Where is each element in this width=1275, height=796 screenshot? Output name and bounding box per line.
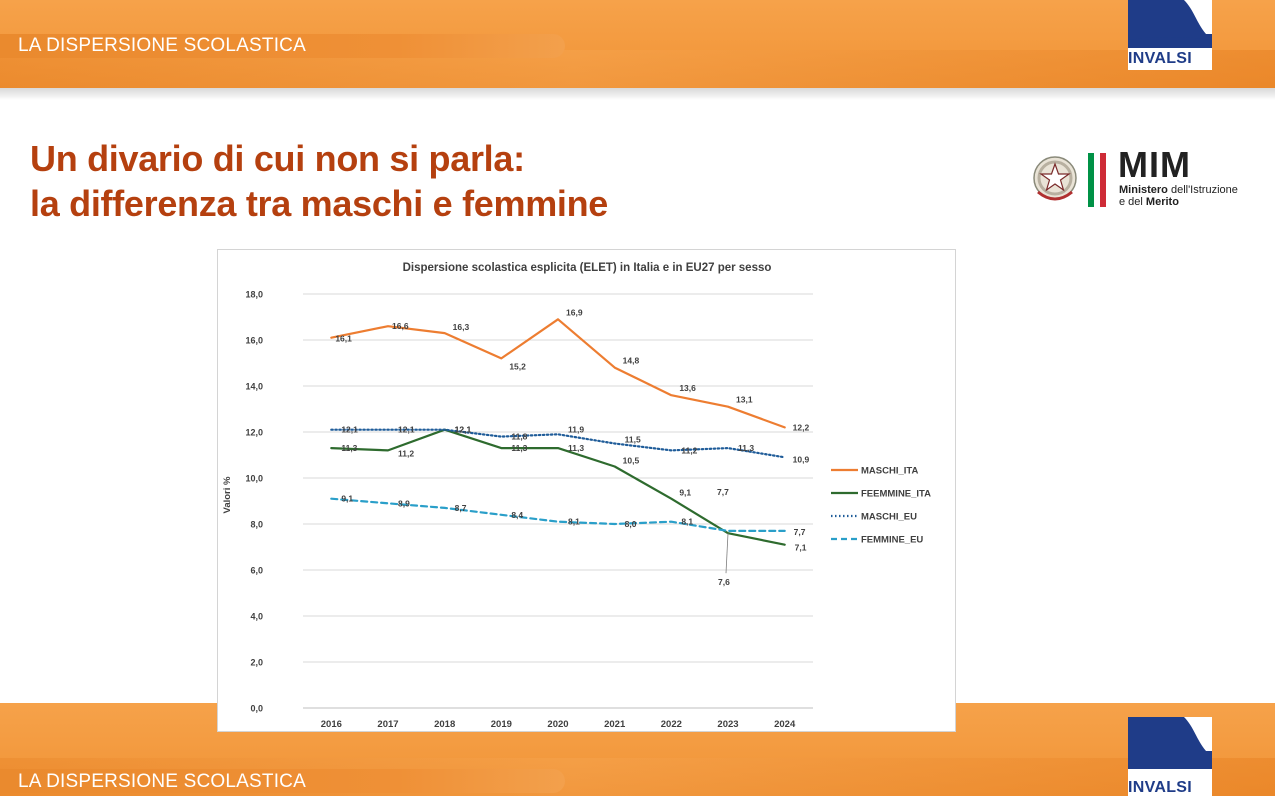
y-tick-label: 10,0 [245,474,263,484]
data-label: 7,1 [795,543,807,553]
y-axis-title: Valori % [222,476,233,514]
header-section-label: LA DISPERSIONE SCOLASTICA [18,35,306,56]
x-tick-label: 2020 [547,719,568,730]
chart-container: Dispersione scolastica esplicita (ELET) … [217,249,956,732]
data-label: 8,4 [511,510,523,520]
invalsi-sail-icon [1128,717,1212,769]
data-label: 11,8 [511,432,527,442]
y-tick-label: 12,0 [245,428,263,438]
data-label: 9,1 [679,488,691,498]
data-label: 11,3 [341,443,357,453]
ministry-logo: MIM Ministero dell'Istruzione e del Meri… [1030,144,1260,212]
x-tick-label: 2023 [717,719,738,730]
chart-title: Dispersione scolastica esplicita (ELET) … [403,262,772,274]
ministry-acronym: MIM [1118,144,1191,185]
data-label: 12,2 [793,422,810,432]
legend: MASCHI_ITA FEEMMINE_ITA MASCHI_EU FEMMINE_E… [831,466,931,546]
data-label: 11,2 [681,445,697,455]
y-tick-label: 4,0 [250,612,263,622]
y-tick-label: 18,0 [245,290,263,300]
legend-label: FEEMMINE_ITA [861,489,931,500]
data-label: 7,7 [794,527,806,537]
y-tick-label: 2,0 [250,658,263,668]
series-line-maschi-eu [330,428,786,459]
data-label: 7,6 [718,577,730,587]
invalsi-logo-footer: INVALSI [1124,713,1214,796]
ministry-name-line-1: Ministero dell'Istruzione [1119,184,1238,196]
series-line-femmine-eu [330,497,786,532]
footer-section-label: LA DISPERSIONE SCOLASTICA [18,771,306,792]
italian-republic-emblem-icon [1033,156,1077,201]
ministry-name-line-2: e del Merito [1119,196,1179,208]
data-label: 8,1 [568,517,580,527]
y-tick-label: 14,0 [245,382,263,392]
series-line-maschi-ita [330,318,786,429]
data-label: 10,9 [793,454,810,464]
slide-title-line-2: la differenza tra maschi e femmine [30,183,609,224]
data-label: 11,3 [511,443,527,453]
footer-label-pill [0,769,565,793]
y-tick-label: 16,0 [245,336,263,346]
label-leader-line [725,533,729,574]
y-tick-label: 0,0 [250,704,263,714]
data-label: 14,8 [623,356,640,366]
gridlines [303,293,813,709]
x-tick-label: 2021 [604,719,626,730]
data-label: 16,9 [566,307,583,317]
data-label: 8,9 [398,498,410,508]
x-tick-label: 2022 [661,719,682,730]
x-axis-ticks: 2016 2017 2018 2019 2020 2021 2022 2023 2024 [321,719,796,730]
y-tick-label: 8,0 [250,520,263,530]
data-label: 12,1 [341,425,358,435]
data-label: 13,6 [679,383,696,393]
x-tick-label: 2018 [434,719,455,730]
y-tick-label: 6,0 [250,566,263,576]
flag-white-stripe [1094,153,1100,207]
header-divider [0,88,1275,100]
data-label: 16,3 [453,322,470,332]
data-label: 13,1 [736,395,753,405]
invalsi-logo-text: INVALSI [1128,779,1193,796]
data-label: 8,0 [625,519,637,529]
data-label: 11,2 [398,448,414,458]
slide-title: Un divario di cui non si parla: la diffe… [30,136,608,226]
data-label: 16,6 [392,321,409,331]
invalsi-sail-icon [1128,0,1212,48]
series-lines [330,318,786,546]
data-label: 15,2 [509,361,526,371]
header-band: LA DISPERSIONE SCOLASTICA [0,0,1275,88]
line-chart: Dispersione scolastica esplicita (ELET) … [222,262,931,730]
data-label: 12,1 [455,425,472,435]
data-label: 11,3 [568,443,584,453]
flag-green-stripe [1088,153,1094,207]
data-label: 11,5 [625,435,641,445]
legend-label: MASCHI_ITA [861,466,918,477]
data-label: 8,1 [681,517,693,527]
y-axis-ticks: 0,0 2,0 4,0 6,0 8,0 10,0 12,0 14,0 16,0 18,0 [245,290,263,714]
data-label: 16,1 [335,334,352,344]
data-labels: 16,1 16,6 16,3 15,2 16,9 14,8 13,6 13,1 12,2 11,3… [335,307,809,587]
data-label: 12,1 [398,425,415,435]
data-label: 11,3 [738,443,754,453]
invalsi-logo-text: INVALSI [1128,50,1193,67]
legend-label: MASCHI_EU [861,512,917,523]
invalsi-logo: INVALSI [1124,0,1214,70]
flag-red-stripe [1100,153,1106,207]
data-label: 8,7 [455,503,467,513]
data-label: 7,7 [717,487,729,497]
x-tick-label: 2019 [491,719,512,730]
slide-title-line-1: Un divario di cui non si parla: [30,138,525,179]
data-label: 11,9 [568,424,584,434]
header-label-pill [0,34,565,58]
data-label: 10,5 [623,456,640,466]
legend-label: FEMMINE_EU [861,535,923,546]
x-tick-label: 2017 [377,719,398,730]
data-label: 9,1 [341,494,353,504]
x-tick-label: 2016 [321,719,342,730]
series-line-feemmine-ita [330,428,786,546]
x-tick-label: 2024 [774,719,796,730]
data-label: 12,1 [455,425,472,435]
